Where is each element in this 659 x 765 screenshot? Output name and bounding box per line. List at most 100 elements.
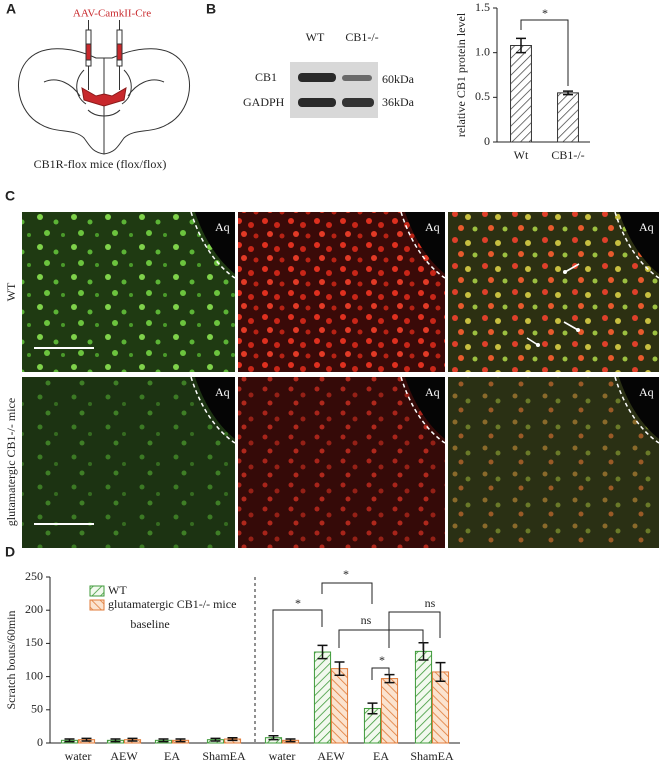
significance-label: * [343, 567, 349, 581]
blot-column: CB1-/- [345, 30, 378, 44]
x-tick-label: AEW [317, 749, 345, 763]
error-bar [110, 738, 121, 743]
x-tick-label: Wt [514, 148, 529, 162]
legend-label: WT [108, 583, 127, 597]
arrow-head [576, 328, 580, 332]
y-tick-label: 150 [25, 635, 43, 649]
blot-row: CB1 [255, 70, 277, 84]
error-bar [175, 738, 186, 743]
aqueduct-border [190, 211, 236, 279]
significance-bracket [338, 629, 424, 650]
row-label: WT [4, 282, 18, 301]
y-tick-label: 1.0 [475, 44, 490, 58]
significance-label: * [542, 6, 548, 20]
x-tick-label: EA [373, 749, 389, 763]
y-tick-label: 0 [37, 735, 43, 749]
region-label: Aq [215, 220, 230, 234]
micrograph [448, 377, 659, 548]
aqueduct [619, 212, 659, 274]
bar [414, 650, 433, 744]
significance-label: * [295, 596, 301, 610]
aqueduct [195, 377, 235, 439]
error-bar [127, 737, 138, 742]
y-axis-label: relative CB1 protein level [454, 12, 468, 137]
region-label: Aq [639, 385, 654, 399]
blot-band [342, 98, 374, 107]
x-tick-label: ShamEA [202, 749, 246, 763]
bar [313, 651, 332, 744]
significance-label: * [379, 653, 385, 667]
error-bar [516, 37, 526, 54]
y-tick-label: 50 [31, 702, 43, 716]
y-tick-label: 0.5 [475, 89, 490, 103]
aqueduct-border [614, 376, 659, 444]
blot-row: GADPH [243, 95, 285, 109]
bar [330, 668, 349, 744]
legend-swatch [89, 599, 105, 611]
aqueduct [405, 212, 445, 274]
error-bar [435, 661, 446, 682]
region-label: Aq [425, 385, 440, 399]
significance-bracket [520, 19, 569, 86]
arrow-head [536, 343, 540, 347]
panel-label: D [5, 544, 15, 560]
error-bar [285, 738, 296, 743]
error-bar [563, 90, 573, 96]
blot-band [298, 98, 336, 107]
y-tick-label: 200 [25, 602, 43, 616]
row-label: glutamatergic CB1-/- mice [4, 398, 18, 526]
blot-size: 36kDa [382, 95, 415, 109]
bar [380, 678, 399, 744]
micrograph [238, 377, 445, 548]
x-tick-label: ShamEA [410, 749, 454, 763]
vector-label: AAV-CamkII-Cre [73, 8, 151, 20]
error-bar [227, 736, 238, 742]
error-bar [334, 661, 345, 677]
blot-band [342, 75, 372, 81]
error-bar [268, 734, 279, 741]
y-tick-label: 1.5 [475, 0, 490, 14]
panel-label: C [5, 188, 15, 204]
y-axis-label: Scratch bouts/60min [4, 611, 18, 710]
aqueduct [405, 377, 445, 439]
arrow [526, 337, 539, 346]
legend-label: glutamatergic CB1-/- mice [108, 597, 236, 611]
region-label: Aq [425, 220, 440, 234]
error-bar [158, 738, 169, 743]
micrograph [448, 212, 659, 372]
annotation: baseline [130, 617, 169, 631]
significance-bracket [371, 667, 390, 680]
bar [510, 45, 532, 143]
significance-bracket [321, 582, 373, 604]
arrow-head [563, 270, 567, 274]
legend-swatch [89, 585, 105, 597]
error-bar [81, 737, 92, 742]
micrograph [22, 377, 235, 548]
aqueduct-border [400, 211, 446, 279]
error-bar [317, 644, 328, 660]
error-bar [367, 702, 378, 715]
aqueduct-border [190, 376, 236, 444]
arrow [563, 321, 579, 331]
panel-label: A [6, 1, 16, 17]
blot-image [290, 62, 378, 118]
region-label: Aq [215, 385, 230, 399]
significance-bracket [272, 609, 323, 732]
blot-column: WT [306, 30, 325, 44]
bar [431, 671, 450, 744]
y-tick-label: 100 [25, 668, 43, 682]
micrograph [22, 212, 235, 372]
error-bar [210, 737, 221, 742]
aqueduct [619, 377, 659, 439]
aqueduct [195, 212, 235, 274]
significance-label: ns [361, 613, 372, 627]
bar [557, 92, 579, 143]
y-tick-label: 0 [484, 134, 490, 148]
blot-band [298, 73, 336, 82]
x-tick-label: AEW [110, 749, 138, 763]
panel-label: B [206, 1, 216, 17]
x-tick-label: CB1-/- [551, 148, 584, 162]
brain-diagram [18, 20, 190, 155]
significance-label: ns [425, 596, 436, 610]
